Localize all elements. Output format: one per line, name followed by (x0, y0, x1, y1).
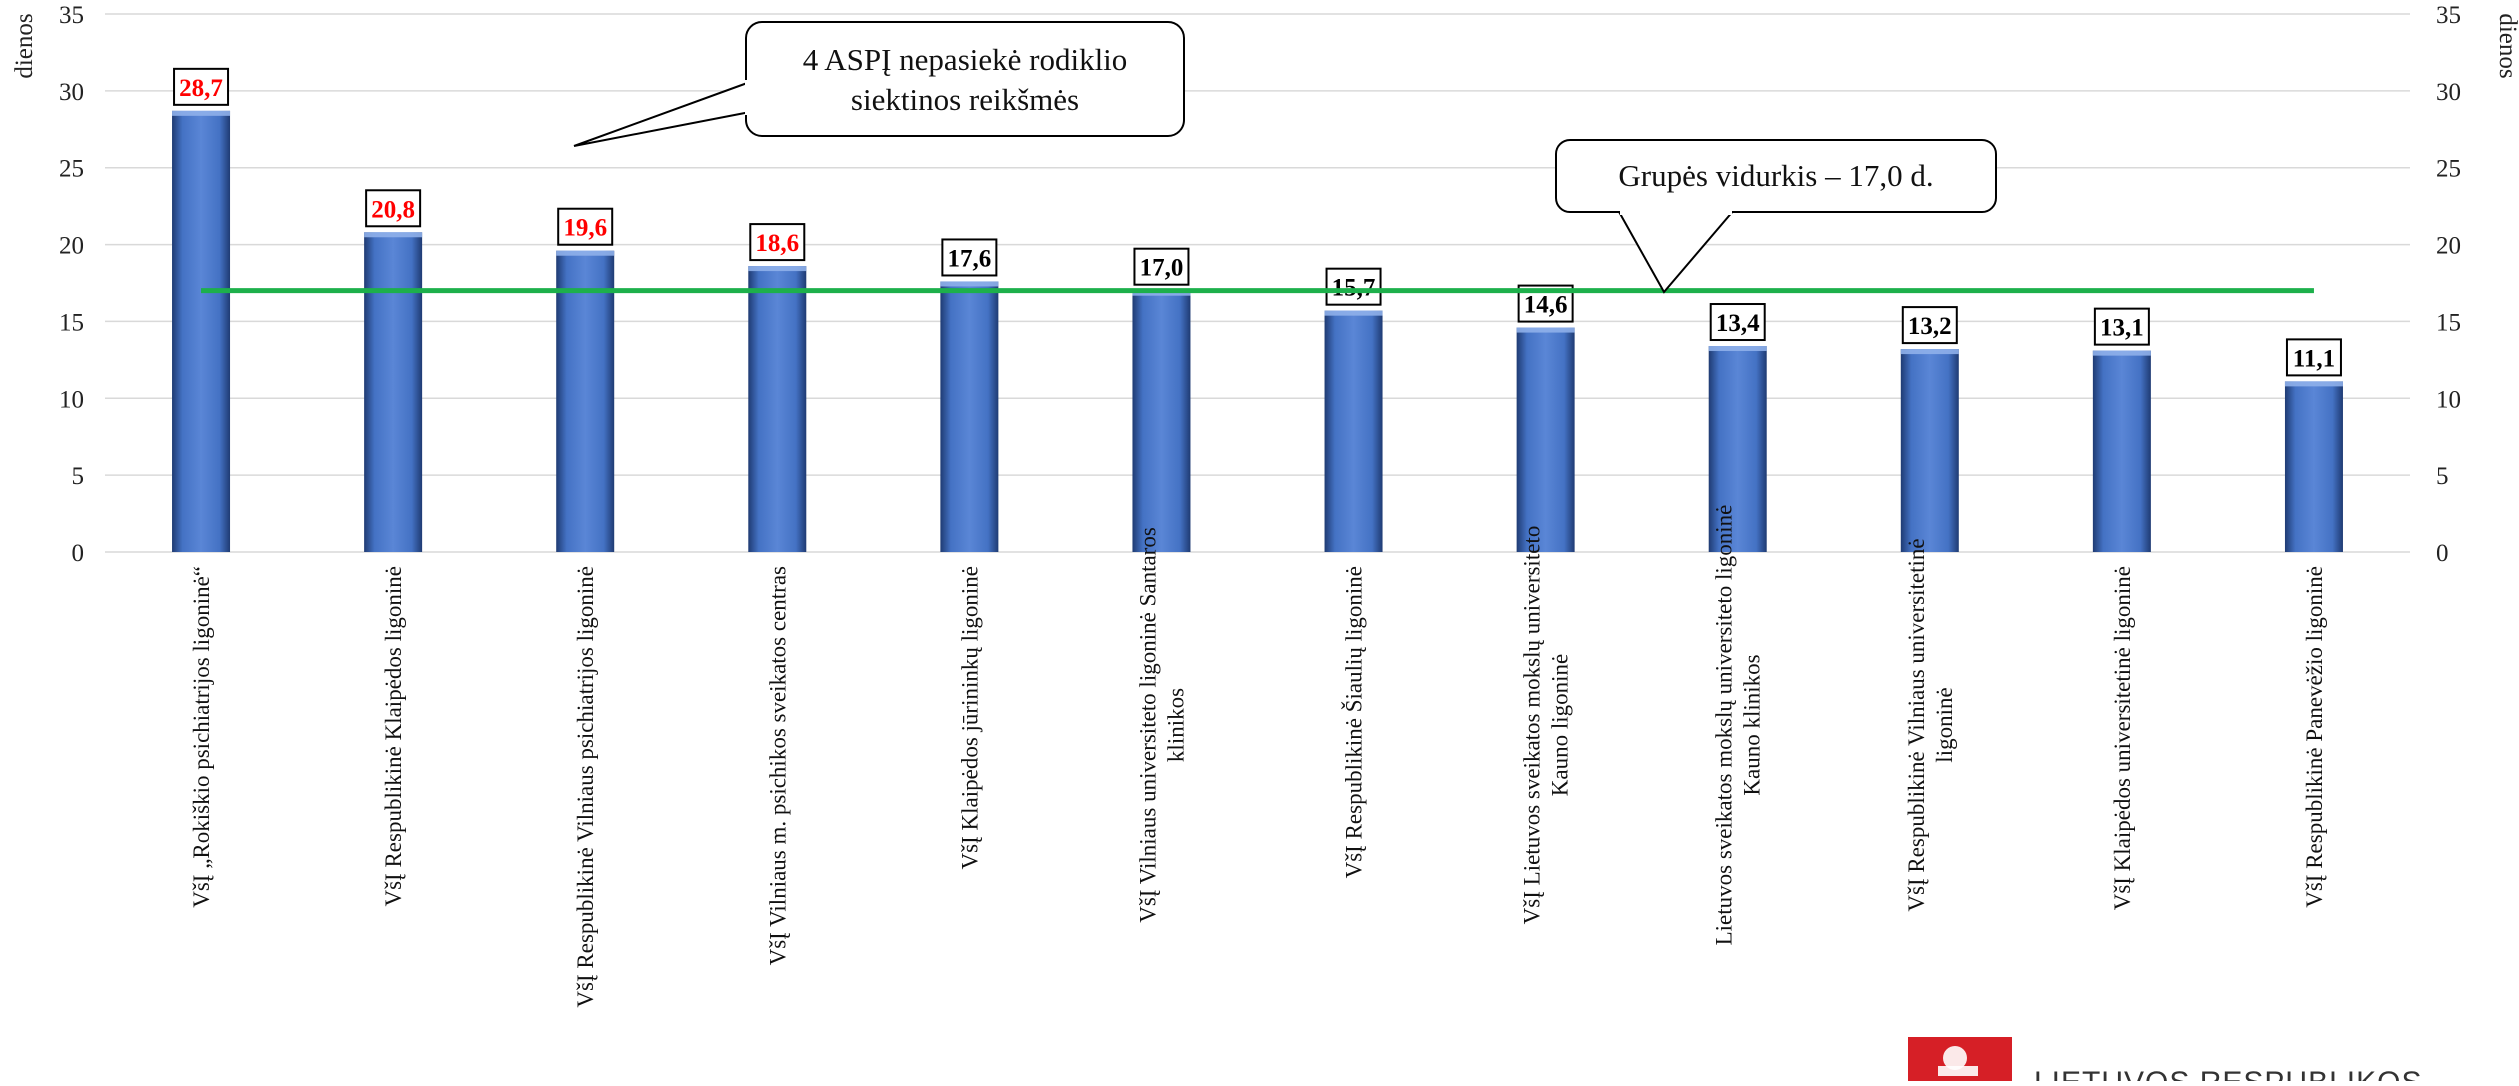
data-label: 15,7 (1332, 275, 1376, 302)
y-tick-label-right: 30 (2436, 79, 2461, 106)
bar-top-highlight (1517, 328, 1575, 333)
bar (2285, 381, 2343, 552)
y-tick-label-right: 5 (2436, 463, 2449, 490)
bar-top-highlight (556, 251, 614, 256)
bar (172, 111, 230, 552)
bar-top-highlight (2285, 381, 2343, 386)
category-label: VšĮ Respublikinė Vilniaus universitetinė (1904, 538, 1929, 911)
lithuania-coat-of-arms-icon (1908, 1037, 2012, 1081)
bar-top-highlight (172, 111, 230, 116)
category-label: Kauno klinikos (1740, 654, 1765, 795)
data-label: 14,6 (1524, 292, 1568, 319)
y-tick-label-left: 10 (59, 386, 84, 413)
bar (2093, 351, 2151, 552)
callout-text: siektinos reikšmės (851, 82, 1079, 117)
category-label: klinikos (1163, 688, 1188, 762)
bar (1132, 291, 1190, 552)
category-label: VšĮ Respublikinė Šiaulių ligoninė (1341, 566, 1367, 878)
logo-text: LIETUVOS RESPUBLIKOS (2034, 1066, 2422, 1081)
bar-top-highlight (1709, 346, 1767, 351)
bar (748, 266, 806, 552)
y-tick-label-left: 35 (59, 2, 84, 29)
bar-top-highlight (940, 281, 998, 286)
category-label: Lietuvos sveikatos mokslų universiteto l… (1712, 505, 1737, 946)
callout-text: Grupės vidurkis – 17,0 d. (1618, 158, 1933, 193)
y-tick-label-right: 10 (2436, 386, 2461, 413)
logo-horse (1938, 1066, 1978, 1076)
category-label: VšĮ Respublikinė Klaipėdos ligoninė (381, 566, 406, 907)
data-label: 28,7 (179, 75, 223, 102)
bar-top-highlight (364, 232, 422, 237)
bar (1325, 311, 1383, 552)
bar (556, 251, 614, 552)
bar-top-highlight (748, 266, 806, 271)
data-label: 13,2 (1908, 313, 1952, 340)
callout-box (746, 22, 1184, 136)
y-tick-label-right: 0 (2436, 540, 2449, 567)
bar-top-highlight (1325, 311, 1383, 316)
bar (940, 281, 998, 552)
data-label: 20,8 (371, 196, 415, 223)
data-label: 11,1 (2293, 345, 2335, 372)
y-tick-label-right: 35 (2436, 2, 2461, 29)
category-label: VšĮ „Rokiškio psichiatrijos ligoninė“ (189, 566, 214, 908)
category-label: VšĮ Vilniaus m. psichikos sveikatos cent… (765, 566, 790, 965)
category-label: VšĮ Lietuvos sveikatos mokslų universite… (1520, 526, 1545, 925)
category-label: Kauno ligoninė (1548, 654, 1573, 796)
y-tick-label-left: 20 (59, 233, 84, 260)
data-label: 17,0 (1140, 255, 1184, 282)
data-label: 19,6 (563, 215, 607, 242)
y-tick-label-right: 15 (2436, 309, 2461, 336)
data-label: 17,6 (948, 245, 992, 272)
bar-top-highlight (2093, 351, 2151, 356)
bar-top-highlight (1901, 349, 1959, 354)
y-tick-label-right: 25 (2436, 156, 2461, 183)
category-label: VšĮ Vilniaus universiteto ligoninė Santa… (1135, 527, 1160, 923)
bar (364, 232, 422, 552)
category-label: ligoninė (1932, 687, 1957, 762)
bar (1517, 328, 1575, 552)
data-label: 18,6 (755, 230, 799, 257)
y-tick-label-left: 0 (72, 540, 85, 567)
y-axis-label-right: dienos (2494, 13, 2519, 78)
bar (1901, 349, 1959, 552)
data-label: 13,1 (2100, 315, 2144, 342)
category-label: VšĮ Klaipėdos universitetinė ligoninė (2110, 566, 2135, 910)
y-tick-label-left: 5 (72, 463, 85, 490)
category-label: VšĮ Respublikinė Vilniaus psichiatrijos … (573, 566, 598, 1008)
y-tick-label-left: 30 (59, 79, 84, 106)
callout-text: 4 ASPĮ nepasiekė rodiklio (803, 42, 1128, 77)
y-tick-label-left: 15 (59, 309, 84, 336)
category-label: VšĮ Klaipėdos jūrininkų ligoninė (957, 566, 982, 869)
category-label: VšĮ Respublikinė Panevėžio ligoninė (2302, 566, 2327, 908)
y-axis-label-left: dienos (11, 13, 38, 78)
y-tick-label-left: 25 (59, 156, 84, 183)
y-tick-label-right: 20 (2436, 233, 2461, 260)
data-label: 13,4 (1716, 310, 1760, 337)
callout-pointer (1618, 210, 1734, 292)
